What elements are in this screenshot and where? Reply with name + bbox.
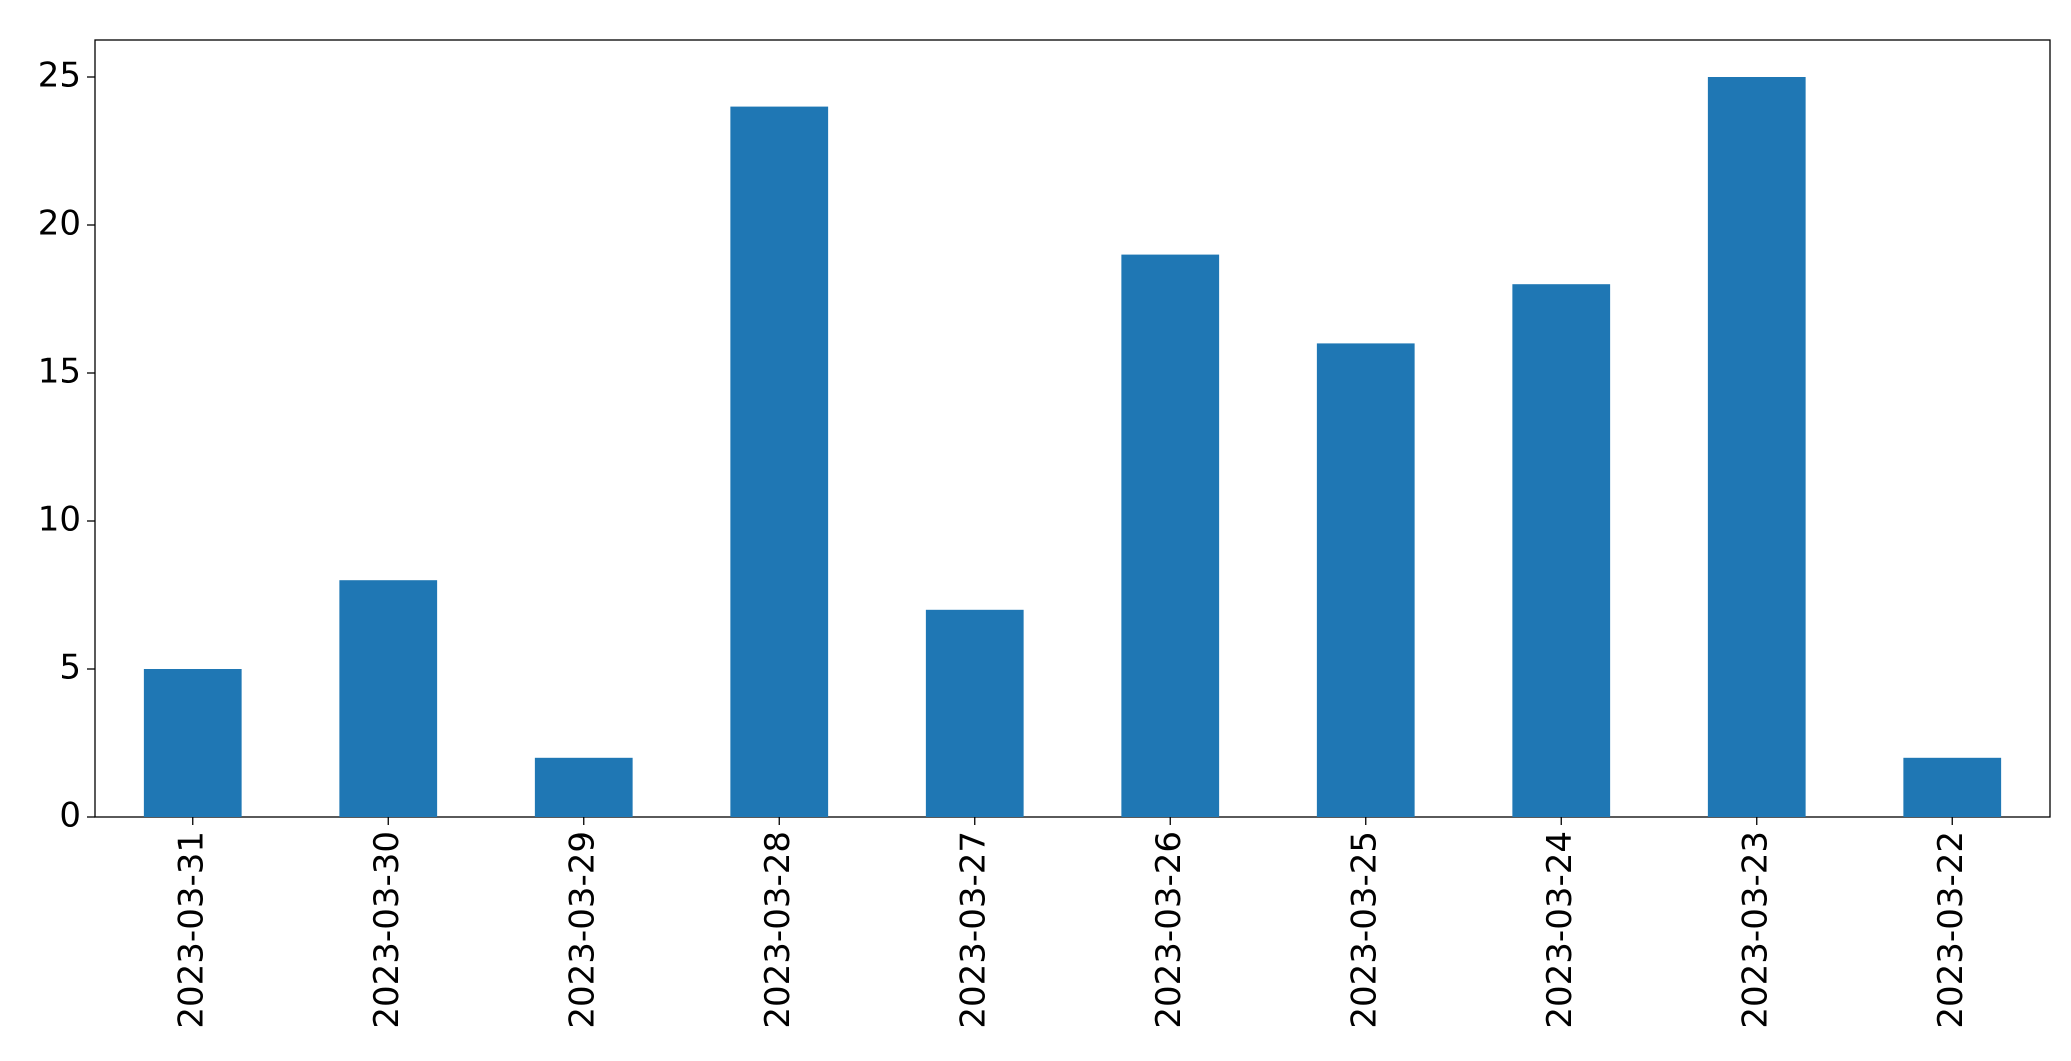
bar <box>1707 77 1806 817</box>
bar <box>1121 254 1220 818</box>
y-tick-label: 20 <box>38 204 81 244</box>
bar <box>534 757 633 817</box>
x-tick-label: 2023-03-24 <box>1540 831 1580 1029</box>
bar <box>1903 757 2002 817</box>
bar <box>1512 284 1611 817</box>
y-tick-label: 15 <box>38 352 81 392</box>
x-tick-label: 2023-03-26 <box>1149 831 1189 1029</box>
x-tick-label: 2023-03-25 <box>1344 831 1384 1029</box>
y-tick-label: 25 <box>38 56 81 96</box>
bar <box>730 106 829 818</box>
y-tick-label: 0 <box>59 796 81 836</box>
bar <box>339 580 438 817</box>
y-tick-label: 5 <box>59 648 81 688</box>
x-tick-label: 2023-03-23 <box>1735 831 1775 1029</box>
x-tick-label: 2023-03-30 <box>367 831 407 1029</box>
bar <box>1316 343 1415 817</box>
x-tick-label: 2023-03-29 <box>562 831 602 1029</box>
x-tick-label: 2023-03-22 <box>1931 831 1971 1029</box>
x-tick-label: 2023-03-27 <box>953 831 993 1029</box>
x-tick-label: 2023-03-31 <box>171 831 211 1029</box>
y-tick-label: 10 <box>38 500 81 540</box>
bar <box>143 669 242 817</box>
bar <box>925 609 1024 817</box>
x-tick-label: 2023-03-28 <box>758 831 798 1029</box>
axes-frame <box>94 39 2051 818</box>
